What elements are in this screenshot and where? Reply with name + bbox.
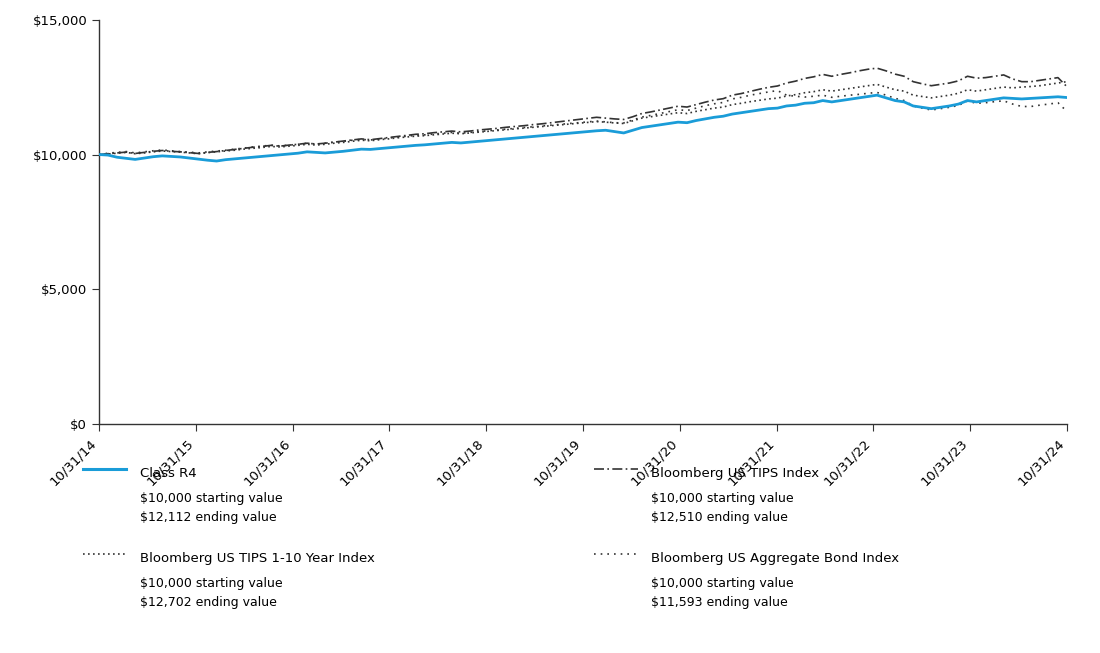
Text: $12,702 ending value: $12,702 ending value <box>140 596 276 609</box>
Text: Bloomberg US TIPS 1-10 Year Index: Bloomberg US TIPS 1-10 Year Index <box>140 552 375 565</box>
Text: Bloomberg US Aggregate Bond Index: Bloomberg US Aggregate Bond Index <box>651 552 900 565</box>
Text: $10,000 starting value: $10,000 starting value <box>651 492 794 505</box>
Text: $12,112 ending value: $12,112 ending value <box>140 511 276 524</box>
Text: $12,510 ending value: $12,510 ending value <box>651 511 788 524</box>
Text: Class R4: Class R4 <box>140 467 196 480</box>
Text: $10,000 starting value: $10,000 starting value <box>651 577 794 590</box>
Text: $11,593 ending value: $11,593 ending value <box>651 596 788 609</box>
Text: $10,000 starting value: $10,000 starting value <box>140 577 283 590</box>
Text: $10,000 starting value: $10,000 starting value <box>140 492 283 505</box>
Text: Bloomberg US TIPS Index: Bloomberg US TIPS Index <box>651 467 820 480</box>
